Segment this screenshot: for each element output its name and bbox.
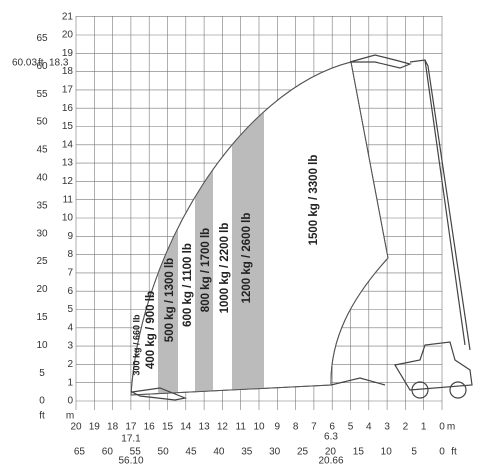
y-tick-label: 1 <box>67 377 73 388</box>
x-feet-label: 50 <box>158 447 170 458</box>
y-feet-label: 55 <box>36 89 48 100</box>
y-tick-label: 5 <box>67 304 73 315</box>
y-feet-label: 50 <box>36 117 48 128</box>
y-tick-label: 11 <box>63 194 74 205</box>
y-tick-label: 20 <box>62 30 74 41</box>
y-feet-unit: ft <box>39 411 45 422</box>
x-tick-label: 5 <box>348 422 354 433</box>
envelope-outline <box>130 61 389 396</box>
y-unit: m <box>66 411 74 422</box>
y-tick-label: 2 <box>67 359 73 370</box>
y-tick-label: 18 <box>62 66 74 77</box>
y-tick-label: 6 <box>67 286 73 297</box>
x-tick-label: 15 <box>162 422 174 433</box>
x-feet-label: 5 <box>411 447 417 458</box>
y-feet-label: 35 <box>36 200 48 211</box>
y-feet-label: 60 <box>36 61 48 72</box>
y-feet-label: 15 <box>36 312 48 323</box>
y-tick-label: 0 <box>67 396 73 407</box>
x-tick-label: 12 <box>217 422 229 433</box>
x-feet-label: 20 <box>325 447 337 458</box>
y-tick-label: 10 <box>62 213 74 224</box>
crane <box>130 54 473 401</box>
x-tick-label: 18 <box>107 422 119 433</box>
zone-label: 1200 kg / 2600 lb <box>241 213 253 304</box>
y-feet-label: 25 <box>36 256 48 267</box>
x-feet-label: 45 <box>185 447 197 458</box>
x-feet-label: 0 <box>439 447 445 458</box>
x-feet-label: 25 <box>297 447 309 458</box>
inner-reach-m: 6.3 <box>324 432 338 443</box>
max-height-ft-unit: ft <box>38 58 44 69</box>
zone-label: 300 kg / 660 lb <box>131 314 141 376</box>
zone-label: 1000 kg / 2200 lb <box>219 223 231 314</box>
max-reach-m: 17.1 <box>121 434 141 445</box>
x-feet-label: 30 <box>269 447 281 458</box>
x-tick-label: 16 <box>144 422 156 433</box>
zone-label: 500 kg / 1300 lb <box>164 258 176 342</box>
x-tick-label: 7 <box>311 422 317 433</box>
x-tick-label: 1 <box>421 422 427 433</box>
x-tick-label: 20 <box>70 422 82 433</box>
y-feet-label: 45 <box>36 145 48 156</box>
zone-label: 600 kg / 1100 lb <box>182 243 194 327</box>
x-feet-label: 60 <box>102 447 114 458</box>
x-tick-label: 8 <box>293 422 299 433</box>
x-tick-label: 10 <box>253 422 265 433</box>
max-height-m: 18.3 <box>49 58 69 69</box>
x-feet-unit: ft <box>451 447 457 458</box>
y-tick-label: 16 <box>62 103 74 114</box>
zone-label: 800 kg / 1700 lb <box>200 228 212 312</box>
y-tick-label: 19 <box>62 48 74 59</box>
max-reach-ft: 56.10 <box>118 456 143 464</box>
x-tick-label: 14 <box>180 422 192 433</box>
x-tick-label: 4 <box>366 422 372 433</box>
y-tick-label: 8 <box>67 249 73 260</box>
y-feet-label: 20 <box>36 284 48 295</box>
x-tick-label: 17 <box>125 422 137 433</box>
x-feet-label: 55 <box>130 447 142 458</box>
y-tick-label: 21 <box>62 11 74 22</box>
x-feet-label: 40 <box>213 447 225 458</box>
x-tick-label: 0 <box>439 422 445 433</box>
y-feet-label: 40 <box>36 173 48 184</box>
y-tick-label: 17 <box>62 85 74 96</box>
inner-reach-ft: 20.66 <box>318 456 343 464</box>
x-unit: m <box>447 422 455 433</box>
zone-label: 1500 kg / 3300 lb <box>308 155 320 246</box>
y-feet-label: 0 <box>39 396 45 407</box>
y-tick-label: 9 <box>67 231 73 242</box>
x-tick-label: 2 <box>403 422 409 433</box>
max-height-ft: 60.03 <box>12 58 37 69</box>
x-feet-label: 35 <box>241 447 253 458</box>
x-tick-label: 3 <box>384 422 390 433</box>
x-tick-label: 13 <box>199 422 211 433</box>
y-tick-label: 4 <box>67 322 73 333</box>
y-feet-label: 65 <box>36 33 48 44</box>
zone-label: 400 kg / 900 lb <box>145 291 157 369</box>
x-tick-label: 9 <box>275 422 281 433</box>
y-tick-label: 15 <box>62 121 74 132</box>
x-feet-label: 15 <box>353 447 365 458</box>
y-tick-label: 12 <box>62 176 74 187</box>
x-feet-label: 65 <box>74 447 86 458</box>
x-tick-label: 6 <box>329 422 335 433</box>
y-feet-label: 30 <box>36 228 48 239</box>
y-tick-label: 13 <box>62 158 74 169</box>
y-feet-label: 5 <box>39 368 45 379</box>
y-tick-label: 14 <box>62 139 74 150</box>
y-tick-label: 7 <box>67 268 73 279</box>
y-feet-label: 10 <box>36 340 48 351</box>
x-feet-label: 10 <box>381 447 393 458</box>
x-tick-label: 19 <box>89 422 101 433</box>
x-tick-label: 11 <box>236 422 247 433</box>
y-tick-label: 3 <box>67 341 73 352</box>
